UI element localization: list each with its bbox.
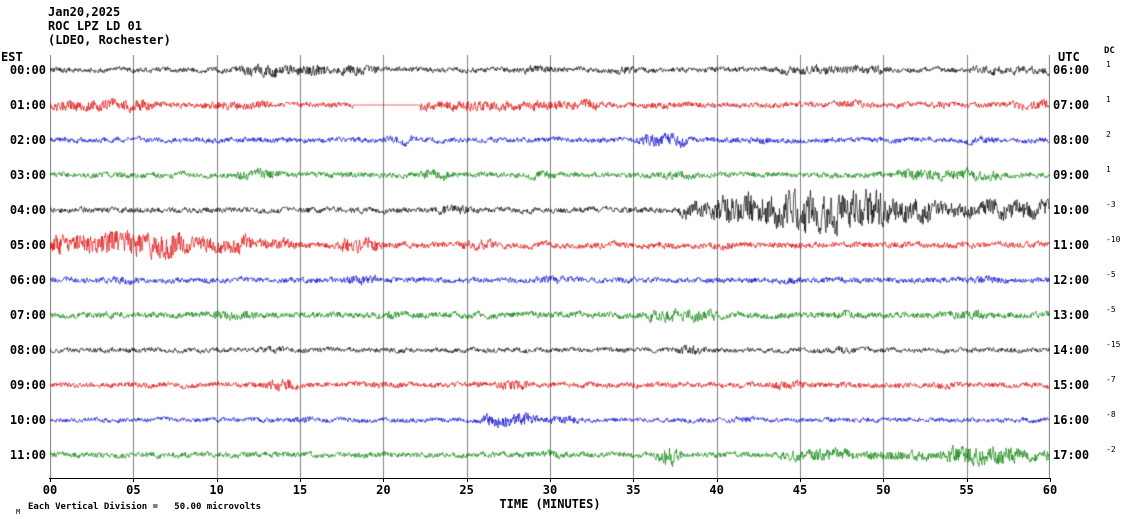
dc-offset-value: -2: [1106, 445, 1116, 454]
x-tick-label: 30: [542, 483, 558, 497]
dc-offset-value: -8: [1106, 410, 1116, 419]
x-tick-label: 60: [1042, 483, 1058, 497]
x-tick-label: 05: [126, 483, 141, 497]
corner-mark: M: [16, 508, 21, 516]
utc-time-label: 08:00: [1053, 133, 1090, 147]
scale-note: Each Vertical Division = 50.00 microvolt…: [28, 502, 261, 512]
left-axis-title: EST: [1, 50, 23, 64]
right-axis-title: UTC: [1058, 50, 1080, 64]
header-date: Jan20,2025: [48, 5, 121, 19]
est-time-label: 10:00: [9, 413, 46, 427]
x-tick-mark: [50, 478, 51, 482]
x-tick-mark: [633, 478, 635, 482]
utc-time-label: 09:00: [1053, 168, 1090, 182]
x-tick-mark: [300, 478, 301, 482]
utc-time-label: 06:00: [1053, 63, 1090, 77]
est-time-label: 00:00: [9, 63, 46, 77]
x-tick-mark: [716, 478, 718, 482]
x-tick-mark: [383, 478, 385, 482]
x-tick-mark: [800, 478, 801, 482]
dc-offset-value: -5: [1106, 270, 1116, 279]
est-time-label: 09:00: [9, 378, 46, 392]
seismogram-canvas: [50, 55, 1050, 478]
x-tick-label: 40: [709, 483, 724, 497]
dc-offset-value: 1: [1106, 60, 1111, 69]
x-tick-mark: [550, 478, 551, 482]
x-tick-mark: [466, 478, 468, 482]
est-time-label: 08:00: [9, 343, 46, 357]
header-station: ROC LPZ LD 01: [48, 19, 142, 33]
est-time-label: 05:00: [9, 238, 46, 252]
utc-time-label: 17:00: [1053, 448, 1090, 462]
dc-offset-value: -10: [1106, 235, 1121, 244]
header-network: (LDEO, Rochester): [48, 33, 171, 47]
utc-time-label: 16:00: [1053, 413, 1090, 427]
est-time-label: 11:00: [9, 448, 46, 462]
x-tick-mark: [1050, 478, 1051, 482]
x-tick-label: 55: [959, 483, 974, 497]
est-time-label: 03:00: [9, 168, 46, 182]
est-time-label: 01:00: [9, 98, 46, 112]
est-time-label: 06:00: [9, 273, 46, 287]
x-tick-label: 45: [792, 483, 808, 497]
x-tick-label: 10: [209, 483, 224, 497]
est-time-label: 02:00: [9, 133, 46, 147]
dc-column-title: DC: [1104, 46, 1115, 56]
x-tick-label: 35: [626, 483, 641, 497]
dc-offset-value: 1: [1106, 95, 1111, 104]
dc-offset-value: -15: [1106, 340, 1121, 349]
x-tick-mark: [216, 478, 218, 482]
x-axis-label: TIME (MINUTES): [499, 497, 601, 511]
x-tick-label: 15: [292, 483, 308, 497]
utc-time-label: 07:00: [1053, 98, 1090, 112]
x-tick-label: 20: [376, 483, 391, 497]
x-tick-label: 50: [876, 483, 891, 497]
dc-offset-value: -7: [1106, 375, 1116, 384]
est-time-label: 04:00: [9, 203, 46, 217]
dc-offset-value: 1: [1106, 165, 1111, 174]
x-tick-mark: [883, 478, 885, 482]
utc-time-label: 15:00: [1053, 378, 1090, 392]
utc-time-label: 12:00: [1053, 273, 1090, 287]
x-tick-mark: [133, 478, 135, 482]
utc-time-label: 10:00: [1053, 203, 1090, 217]
x-tick-label: 00: [42, 483, 58, 497]
x-tick-mark: [966, 478, 968, 482]
header: Jan20,2025 ROC LPZ LD 01 (LDEO, Rocheste…: [48, 5, 171, 47]
utc-time-label: 14:00: [1053, 343, 1090, 357]
utc-time-label: 11:00: [1053, 238, 1090, 252]
x-tick-label: 25: [459, 483, 474, 497]
utc-time-label: 13:00: [1053, 308, 1090, 322]
dc-offset-value: -3: [1106, 200, 1116, 209]
dc-offset-value: 2: [1106, 130, 1111, 139]
dc-offset-value: -5: [1106, 305, 1116, 314]
est-time-label: 07:00: [9, 308, 46, 322]
